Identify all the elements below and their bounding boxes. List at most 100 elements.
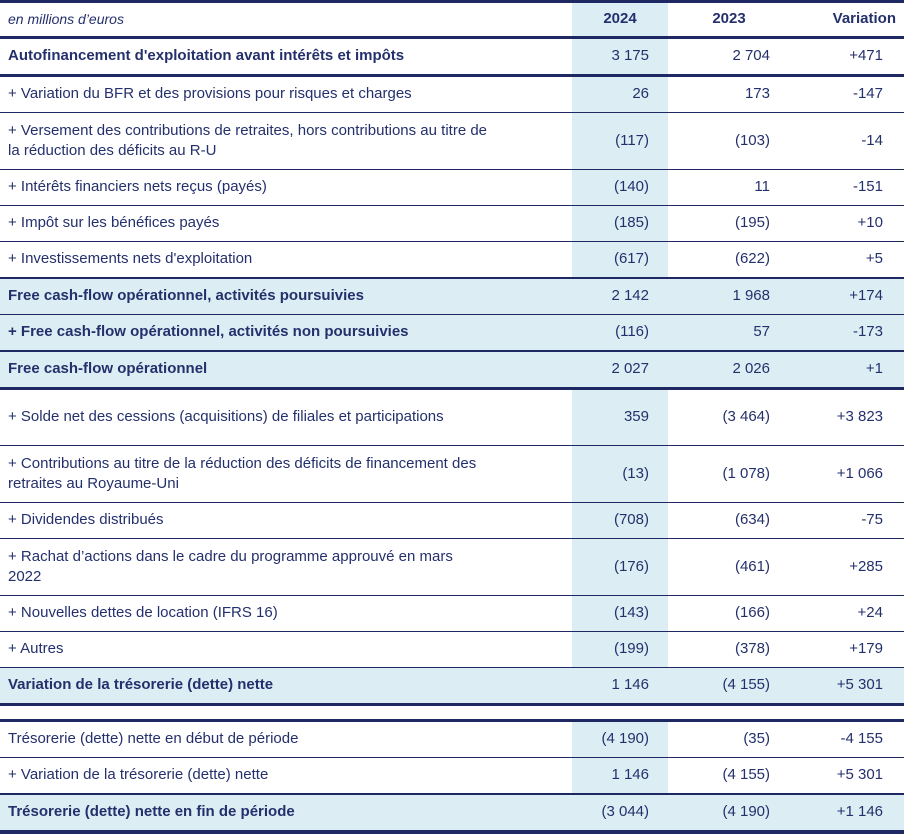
value-variation: +1 066 bbox=[836, 464, 883, 482]
row-label: Autofinancement d'exploitation avant int… bbox=[8, 47, 405, 65]
table-row: Variation de la trésorerie (dette) nette… bbox=[0, 668, 904, 706]
value-2023: (35) bbox=[743, 730, 770, 748]
value-variation: +3 823 bbox=[836, 408, 883, 426]
value-2023: 2 704 bbox=[732, 47, 770, 65]
value-2024: 3 175 bbox=[572, 39, 668, 74]
value-2024: (143) bbox=[572, 596, 668, 631]
value-2023: 173 bbox=[744, 85, 770, 103]
table-row: + Investissements nets d'exploitation (6… bbox=[0, 242, 904, 279]
table-row: + Solde net des cessions (acquisitions) … bbox=[0, 390, 904, 446]
row-label: Free cash-flow opérationnel, activités p… bbox=[8, 287, 364, 305]
row-label: + Variation de la trésorerie (dette) net… bbox=[8, 766, 269, 784]
value-2024: (185) bbox=[572, 206, 668, 241]
row-label: + Nouvelles dettes de location (IFRS 16) bbox=[8, 604, 278, 622]
value-2024: 2 142 bbox=[572, 279, 668, 314]
table-row: + Nouvelles dettes de location (IFRS 16)… bbox=[0, 596, 904, 632]
row-label: + Autres bbox=[8, 640, 64, 658]
value-2024: (117) bbox=[572, 113, 668, 169]
table-header-row: en millions d’euros 2024 2023 Variation bbox=[0, 3, 904, 39]
row-label: + Investissements nets d'exploitation bbox=[8, 250, 253, 268]
unit-label: en millions d’euros bbox=[8, 11, 124, 28]
row-label: + Impôt sur les bénéfices payés bbox=[8, 214, 220, 232]
row-label: + Contributions au titre de la réduction… bbox=[8, 454, 477, 492]
row-label: + Intérêts financiers nets reçus (payés) bbox=[8, 178, 267, 196]
row-label: + Versement des contributions de retrait… bbox=[8, 121, 488, 159]
value-variation: -151 bbox=[852, 178, 883, 196]
value-variation: +174 bbox=[849, 287, 883, 305]
table-row: + Contributions au titre de la réduction… bbox=[0, 446, 904, 503]
table-row: + Autres (199) (378) +179 bbox=[0, 632, 904, 668]
column-header-2023: 2023 bbox=[712, 10, 746, 28]
value-2024: (140) bbox=[572, 170, 668, 205]
table-row: + Variation de la trésorerie (dette) net… bbox=[0, 758, 904, 795]
value-variation: +1 146 bbox=[836, 803, 883, 821]
row-label: + Rachat d’actions dans le cadre du prog… bbox=[8, 547, 453, 585]
value-2023: (634) bbox=[734, 511, 770, 529]
value-2023: (195) bbox=[734, 214, 770, 232]
value-variation: +471 bbox=[849, 47, 883, 65]
table-row: + Intérêts financiers nets reçus (payés)… bbox=[0, 170, 904, 206]
value-variation: -75 bbox=[861, 511, 883, 529]
value-variation: +179 bbox=[849, 640, 883, 658]
value-2024: (199) bbox=[572, 632, 668, 667]
value-2023: (4 155) bbox=[722, 676, 770, 694]
value-2023: (378) bbox=[734, 640, 770, 658]
value-variation: +5 301 bbox=[836, 676, 883, 694]
value-2023: (622) bbox=[734, 250, 770, 268]
value-variation: -4 155 bbox=[840, 730, 883, 748]
value-variation: -173 bbox=[852, 323, 883, 341]
table-row: + Impôt sur les bénéfices payés (185) (1… bbox=[0, 206, 904, 242]
value-2024: 359 bbox=[572, 390, 668, 445]
value-2024: (4 190) bbox=[572, 722, 668, 757]
value-2024: 2 027 bbox=[572, 352, 668, 387]
table-row: Free cash-flow opérationnel, activités p… bbox=[0, 279, 904, 315]
value-2024: (176) bbox=[572, 539, 668, 595]
value-2023: 1 968 bbox=[732, 287, 770, 305]
row-label: Trésorerie (dette) nette en début de pér… bbox=[8, 730, 299, 748]
value-2024: (708) bbox=[572, 503, 668, 538]
value-2023: (3 464) bbox=[722, 408, 770, 426]
value-2024: 26 bbox=[572, 77, 668, 112]
value-variation: +5 301 bbox=[836, 766, 883, 784]
value-2023: 11 bbox=[754, 178, 770, 196]
value-2024: (3 044) bbox=[572, 795, 668, 830]
row-label: Free cash-flow opérationnel bbox=[8, 360, 208, 378]
section-spacer bbox=[0, 706, 904, 722]
table-row: + Rachat d’actions dans le cadre du prog… bbox=[0, 539, 904, 596]
table-row: + Dividendes distribués (708) (634) -75 bbox=[0, 503, 904, 539]
value-2023: (1 078) bbox=[722, 464, 770, 482]
table-row: Free cash-flow opérationnel 2 027 2 026 … bbox=[0, 352, 904, 390]
row-label: Trésorerie (dette) nette en fin de pério… bbox=[8, 803, 295, 821]
table-row: Autofinancement d'exploitation avant int… bbox=[0, 39, 904, 77]
table-row: + Free cash-flow opérationnel, activités… bbox=[0, 315, 904, 352]
table-row: Trésorerie (dette) nette en début de pér… bbox=[0, 722, 904, 758]
table-body: Autofinancement d'exploitation avant int… bbox=[0, 39, 904, 830]
value-2023: (4 190) bbox=[722, 803, 770, 821]
row-label: + Dividendes distribués bbox=[8, 511, 164, 529]
value-2023: (103) bbox=[734, 131, 770, 149]
value-variation: -147 bbox=[852, 85, 883, 103]
value-2023: (4 155) bbox=[722, 766, 770, 784]
value-2024: (116) bbox=[572, 315, 668, 350]
value-variation: +285 bbox=[849, 557, 883, 575]
value-2023: (166) bbox=[734, 604, 770, 622]
row-label: Variation de la trésorerie (dette) nette bbox=[8, 676, 274, 694]
value-variation: +5 bbox=[865, 250, 883, 268]
column-header-2024: 2024 bbox=[572, 3, 668, 36]
value-2024: 1 146 bbox=[572, 758, 668, 793]
value-variation: +10 bbox=[857, 214, 883, 232]
row-label: + Variation du BFR et des provisions pou… bbox=[8, 85, 412, 103]
table-row: + Versement des contributions de retrait… bbox=[0, 113, 904, 170]
row-label: + Free cash-flow opérationnel, activités… bbox=[8, 323, 409, 341]
value-2024: (13) bbox=[572, 446, 668, 502]
row-label: + Solde net des cessions (acquisitions) … bbox=[8, 408, 444, 426]
value-2024: 1 146 bbox=[572, 668, 668, 703]
value-2023: (461) bbox=[734, 557, 770, 575]
table-row: Trésorerie (dette) nette en fin de pério… bbox=[0, 795, 904, 830]
table-row: + Variation du BFR et des provisions pou… bbox=[0, 77, 904, 113]
column-header-variation: Variation bbox=[832, 10, 896, 28]
value-2023: 2 026 bbox=[732, 360, 770, 378]
value-variation: +1 bbox=[865, 360, 883, 378]
value-variation: +24 bbox=[857, 604, 883, 622]
